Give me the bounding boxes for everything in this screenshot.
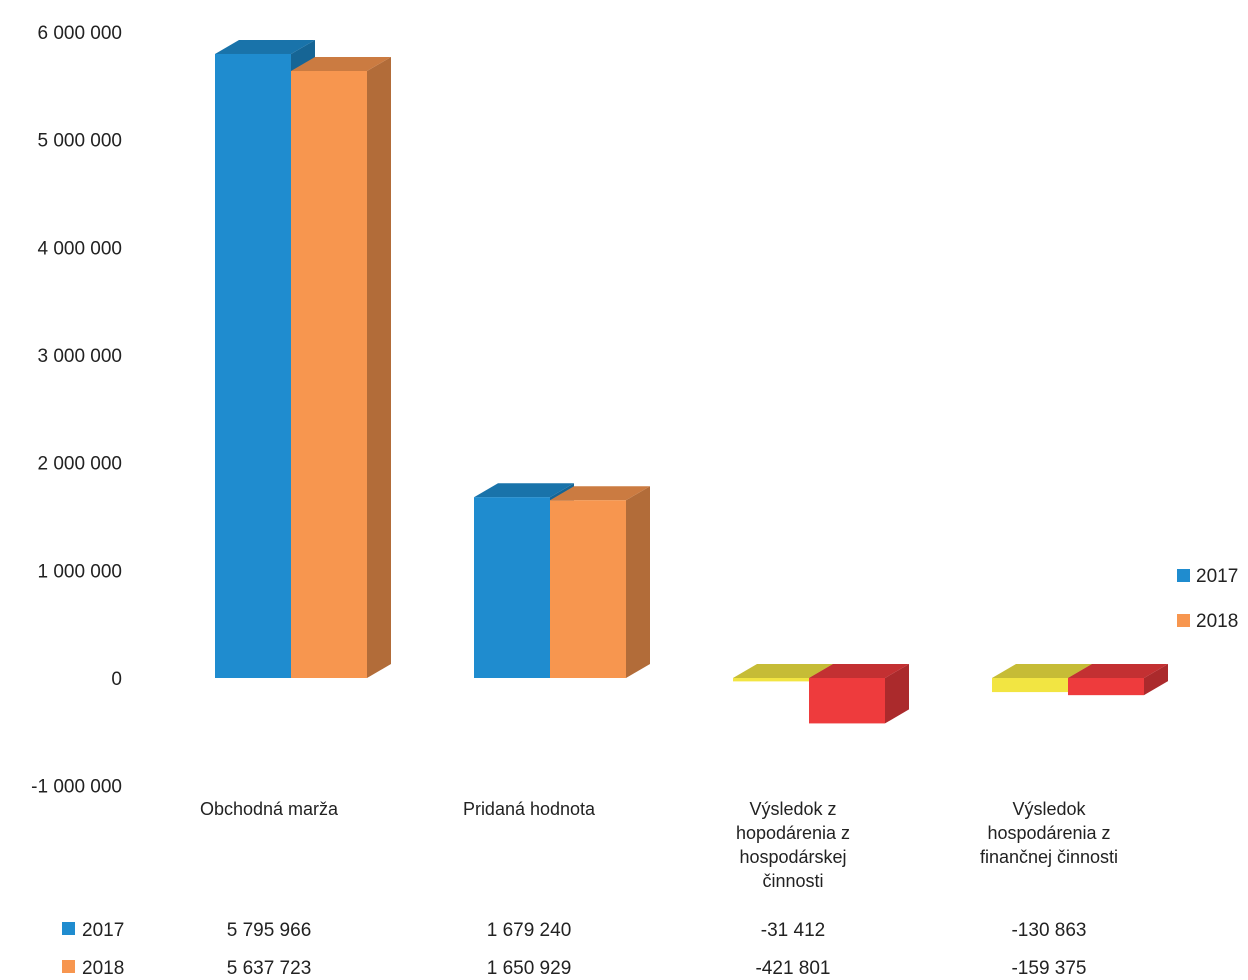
y-tick-label: 3 000 000 (37, 346, 122, 367)
legend: 2017 2018 (1177, 566, 1238, 632)
bar-2018-4 (1068, 664, 1168, 696)
data-table: 2017 5 795 966 1 679 240 -31 412 -130 863 201… (62, 920, 1087, 979)
bar-side (367, 57, 391, 679)
y-tick-label: 0 (111, 669, 122, 690)
bar-top (809, 664, 909, 678)
legend-label: 2017 (1196, 566, 1238, 587)
y-tick-label: 5 000 000 (37, 131, 122, 152)
bar-top (992, 664, 1092, 678)
bar-front (474, 497, 550, 678)
table-legend-key (62, 922, 75, 935)
bar-top (1068, 664, 1168, 678)
data-label: 5 795 966 (227, 920, 312, 941)
category-label: Pridaná hodnota (463, 799, 596, 819)
y-tick-label: 4 000 000 (37, 238, 122, 259)
bar-front (550, 500, 626, 678)
bar-2018-3 (809, 664, 909, 724)
bar-2018-1 (291, 57, 391, 679)
data-label: -159 375 (1011, 958, 1086, 979)
legend-key-2017 (1177, 569, 1190, 582)
legend-key-2018 (1177, 614, 1190, 627)
bar-side (885, 664, 909, 724)
y-axis: 6 000 000 5 000 000 4 000 000 3 000 000 2 00… (31, 23, 122, 798)
data-label: 1 650 929 (487, 958, 572, 979)
bar-front (1068, 678, 1144, 696)
bar-front (291, 71, 367, 679)
bar-top (215, 39, 315, 54)
data-label: -421 801 (755, 958, 830, 979)
bar-front (733, 678, 809, 682)
table-legend-key (62, 960, 75, 973)
category-label: Výsledok z hopodárenia z hospodárskej činno… (736, 799, 850, 891)
data-label: 5 637 723 (227, 958, 312, 979)
bar-front (809, 678, 885, 724)
y-tick-label: 1 000 000 (37, 561, 122, 582)
bar-side (1144, 664, 1168, 696)
y-tick-label: 2 000 000 (37, 454, 122, 475)
data-label: -31 412 (761, 920, 825, 941)
y-tick-label: -1 000 000 (31, 777, 122, 798)
bar-top (733, 664, 833, 678)
bar-2018-2 (550, 486, 650, 678)
bar-top (474, 483, 574, 498)
category-label: Obchodná marža (200, 799, 339, 819)
bar-top (550, 486, 650, 501)
bar-front (992, 678, 1068, 693)
category-label: Výsledok hospodárenia z finančnej činnosti (980, 799, 1118, 867)
bar-top (291, 57, 391, 72)
bar-side (626, 486, 650, 678)
bar-front (215, 53, 291, 679)
bars (215, 39, 1168, 724)
data-label: -130 863 (1011, 920, 1086, 941)
legend-label: 2018 (1196, 611, 1238, 632)
y-tick-label: 6 000 000 (37, 23, 122, 44)
data-label: 1 679 240 (487, 920, 572, 941)
table-series-name: 2017 (82, 920, 124, 941)
table-series-name: 2018 (82, 958, 124, 979)
